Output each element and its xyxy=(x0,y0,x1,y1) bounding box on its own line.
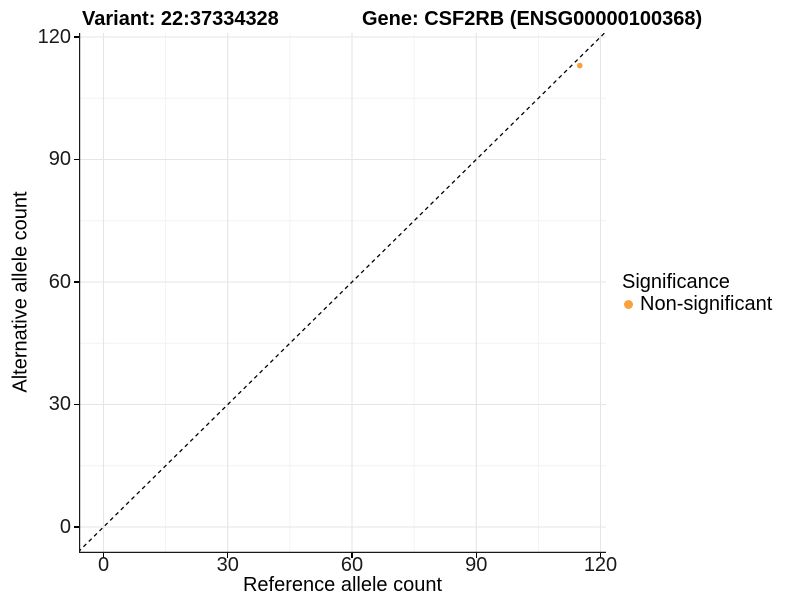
x-tick-mark xyxy=(102,553,105,558)
y-tick-label: 60 xyxy=(48,270,71,293)
legend-item: Non-significant xyxy=(619,294,772,314)
x-tick-mark xyxy=(227,553,229,558)
data-point xyxy=(576,62,583,69)
y-tick-label: 30 xyxy=(48,393,71,415)
legend-item-label: Non-significant xyxy=(640,293,773,315)
x-axis-title: Reference allele count xyxy=(242,574,442,596)
x-tick-label: 60 xyxy=(340,554,364,576)
circle-icon xyxy=(624,299,633,309)
legend-items: Non-significant xyxy=(619,294,772,314)
x-tick-mark xyxy=(351,553,353,558)
y-tick-label: 90 xyxy=(48,148,71,170)
y-tick-label: 0 xyxy=(59,515,71,538)
y-tick-mark xyxy=(74,36,79,38)
legend: Significance Non-significant xyxy=(619,271,772,315)
y-tick-mark xyxy=(74,403,79,406)
plot-title-variant: Variant: 22:37334328 xyxy=(82,8,279,30)
plot-panel xyxy=(79,33,606,553)
y-axis-title: Alternative allele count xyxy=(9,191,32,393)
identity-dashed-line xyxy=(79,33,606,553)
x-tick-label: 0 xyxy=(97,554,110,576)
x-tick-label: 90 xyxy=(465,554,488,576)
legend-title: Significance xyxy=(622,271,730,293)
y-tick-mark xyxy=(74,158,79,161)
x-tick-label: 120 xyxy=(583,554,618,576)
panel-canvas xyxy=(79,33,606,553)
x-tick-mark xyxy=(475,553,477,558)
x-tick-label: 30 xyxy=(216,554,239,576)
x-tick-mark xyxy=(599,553,602,558)
y-tick-label: 120 xyxy=(37,25,71,48)
y-tick-mark xyxy=(74,526,79,528)
plot-title-gene: Gene: CSF2RB (ENSG00000100368) xyxy=(362,8,703,30)
y-tick-mark xyxy=(74,281,79,283)
